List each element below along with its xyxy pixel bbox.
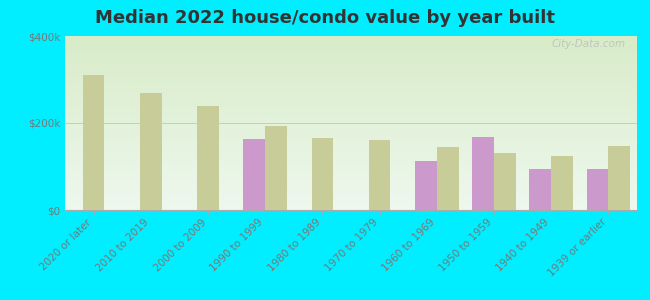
Bar xyxy=(140,92,162,210)
Bar xyxy=(587,169,608,210)
Text: Median 2022 house/condo value by year built: Median 2022 house/condo value by year bu… xyxy=(95,9,555,27)
Bar xyxy=(551,156,573,210)
Bar xyxy=(83,75,105,210)
Bar xyxy=(437,147,458,210)
Bar xyxy=(369,140,391,210)
Bar xyxy=(311,138,333,210)
Text: City-Data.com: City-Data.com xyxy=(551,40,625,50)
Bar xyxy=(265,127,287,210)
Bar xyxy=(608,146,630,210)
Bar xyxy=(415,161,437,210)
Bar xyxy=(494,154,515,210)
Bar xyxy=(530,169,551,210)
Bar xyxy=(197,106,219,210)
Bar xyxy=(473,137,494,210)
Bar xyxy=(244,139,265,210)
